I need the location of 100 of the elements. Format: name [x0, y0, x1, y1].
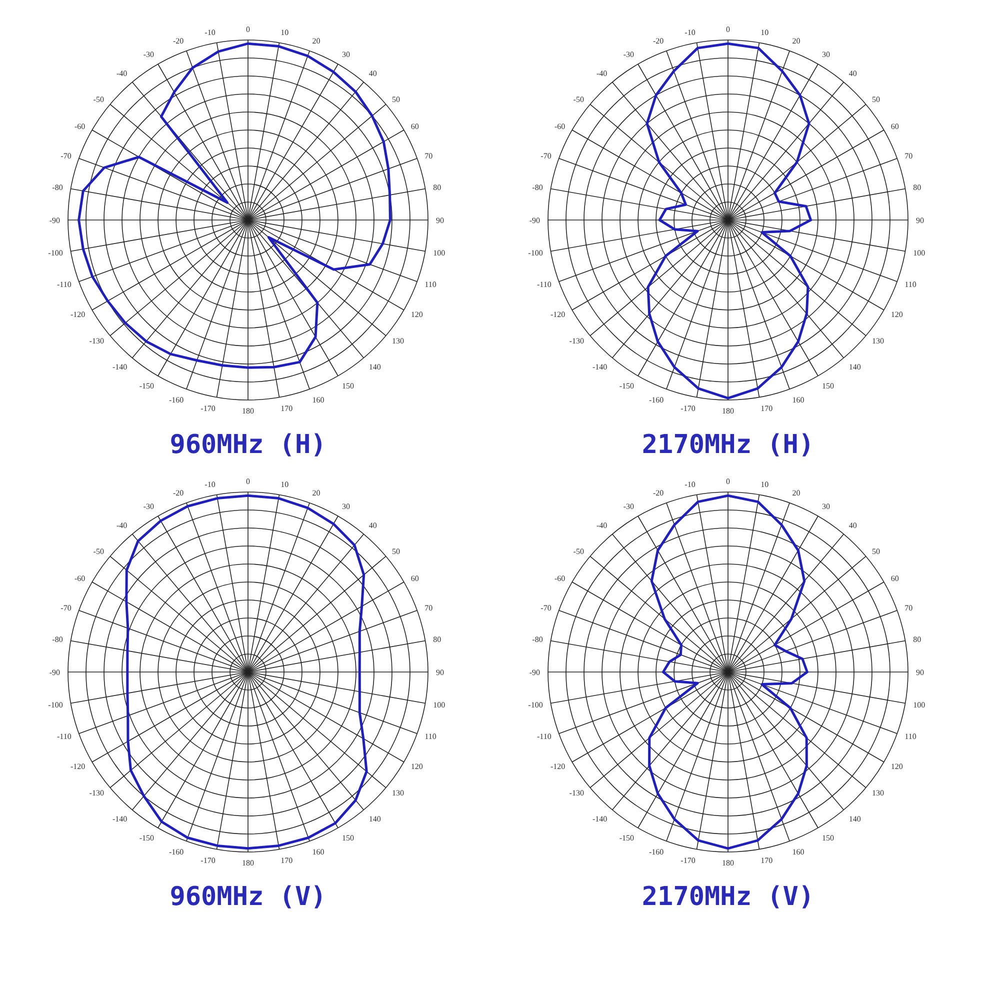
spoke-label: 0 [726, 25, 730, 34]
spoke-label: 130 [872, 336, 884, 346]
spoke-label: 170 [280, 404, 293, 413]
spoke-label: 10 [280, 480, 289, 489]
spoke-label: -10 [684, 480, 696, 489]
spoke-label: -80 [532, 183, 543, 192]
spoke-label: -170 [680, 856, 696, 865]
spoke-label: 100 [913, 248, 926, 258]
spoke-label: -130 [89, 788, 104, 798]
spoke-label: 180 [242, 858, 254, 868]
spoke-label: -120 [550, 310, 566, 319]
spoke-label: 180 [722, 858, 734, 868]
spoke-label: 150 [822, 381, 834, 390]
spoke-label: 150 [342, 381, 354, 390]
spoke-label: -100 [528, 700, 543, 710]
spoke-label: -100 [48, 248, 63, 258]
spoke-label: -20 [653, 488, 664, 498]
spoke-label: -60 [554, 122, 566, 131]
spoke-label: -20 [173, 36, 184, 46]
spoke-label: 30 [342, 50, 350, 60]
spoke-label: -70 [540, 604, 552, 613]
spoke-label: 10 [760, 480, 769, 489]
spoke-label: -140 [112, 814, 128, 824]
spoke-label: 10 [760, 28, 769, 37]
spoke-label: 70 [424, 604, 433, 613]
spoke-label: 120 [890, 762, 903, 771]
spoke-label: 10 [280, 28, 289, 37]
spoke-label: -170 [680, 404, 696, 413]
spoke-label: -40 [116, 520, 128, 530]
spoke-label: 140 [368, 362, 381, 372]
spoke-label: 130 [392, 788, 404, 798]
spoke-label: 100 [433, 248, 446, 258]
spoke-label: -140 [592, 362, 608, 372]
spoke-label: -80 [52, 183, 63, 192]
spoke-label: 80 [433, 635, 442, 644]
spoke-label: -160 [169, 395, 184, 404]
spoke-label: 170 [280, 856, 293, 865]
spoke-label: -140 [112, 362, 128, 372]
spoke-label: 40 [848, 520, 857, 530]
spoke-label: -150 [619, 381, 634, 390]
spoke-label: 70 [424, 152, 433, 161]
spoke-label: -100 [528, 248, 543, 258]
spoke-label: -130 [569, 788, 584, 798]
spoke-label: -110 [536, 280, 552, 290]
spoke-label: -20 [653, 36, 664, 46]
spoke-label: 90 [916, 668, 924, 677]
text: 960MHz (V) [168, 882, 328, 912]
spoke-label: 80 [913, 635, 922, 644]
spoke-label: -50 [93, 546, 104, 556]
spoke-label: 150 [342, 833, 354, 842]
spoke-label: -90 [49, 668, 60, 677]
text: 2170MHz (V) [640, 882, 816, 912]
spoke-label: -160 [649, 847, 664, 856]
spoke-label: -140 [592, 814, 608, 824]
spoke-label: -30 [623, 50, 634, 60]
spoke-label: 90 [916, 216, 924, 225]
spoke-label: -90 [49, 216, 60, 225]
spoke-label: 20 [312, 36, 320, 46]
spoke-label: -50 [573, 546, 584, 556]
spoke-label: 80 [433, 183, 442, 192]
spoke-label: 40 [848, 68, 857, 78]
spoke-label: 30 [342, 502, 350, 512]
spoke-label: 170 [760, 856, 773, 865]
spoke-label: 140 [368, 814, 381, 824]
spoke-label: 0 [726, 477, 730, 486]
spoke-label: 120 [410, 310, 423, 319]
spoke-label: -110 [56, 280, 72, 290]
spoke-label: -60 [74, 122, 86, 131]
spoke-label: 140 [848, 362, 861, 372]
spoke-label: -110 [56, 732, 72, 742]
spoke-label: 80 [913, 183, 922, 192]
spoke-label: 20 [312, 488, 320, 498]
spoke-label: -160 [649, 395, 664, 404]
spoke-label: 120 [410, 762, 423, 771]
spoke-label: -80 [532, 635, 543, 644]
spoke-label: -170 [200, 856, 216, 865]
spoke-label: 160 [792, 847, 804, 856]
spoke-label: -150 [619, 833, 634, 842]
spoke-label: 70 [904, 604, 913, 613]
spoke-label: -150 [139, 833, 154, 842]
spoke-label: 180 [722, 406, 734, 416]
spoke-label: 60 [890, 574, 899, 583]
spoke-label: -40 [596, 520, 608, 530]
spoke-label: -60 [554, 574, 566, 583]
text: 2170MHz (H) [640, 430, 816, 460]
text: 960MHz (H) [168, 430, 328, 460]
spoke-label: -40 [116, 68, 128, 78]
spoke-label: 50 [872, 94, 880, 104]
spoke-label: -90 [529, 668, 540, 677]
spoke-label: 50 [392, 94, 400, 104]
spoke-label: -150 [139, 381, 154, 390]
spoke-label: 140 [848, 814, 861, 824]
spoke-label: -20 [173, 488, 184, 498]
spoke-label: -120 [550, 762, 566, 771]
spoke-label: 180 [242, 406, 254, 416]
spoke-label: 160 [792, 395, 804, 404]
spoke-label: 0 [246, 477, 250, 486]
spoke-label: 160 [312, 847, 324, 856]
spoke-label: -10 [204, 28, 216, 37]
spoke-label: 70 [904, 152, 913, 161]
